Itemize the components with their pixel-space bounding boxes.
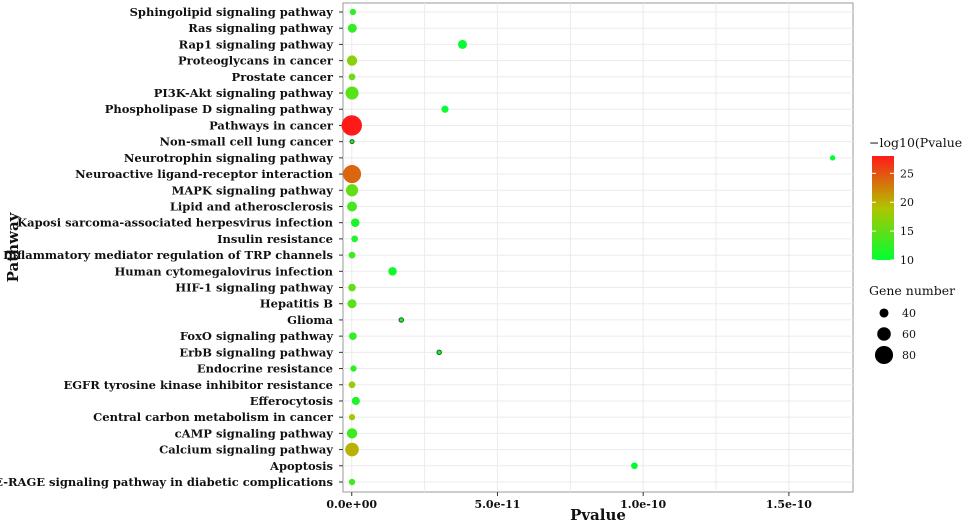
y-tick-label: ErbB signaling pathway [179, 345, 333, 359]
color-tick-label: 20 [900, 196, 914, 209]
data-point [347, 299, 357, 309]
x-axis: 0.0e+00 5.0e-11 1.0e-10 1.5e-10 [326, 492, 812, 511]
y-tick-label: Sphingolipid signaling pathway [130, 5, 334, 19]
y-tick-label: EGFR tyrosine kinase inhibitor resistanc… [63, 378, 333, 392]
data-point [345, 86, 359, 100]
color-legend-title: −log10(Pvalue) [869, 135, 962, 150]
y-tick-label: Efferocytosis [250, 394, 333, 408]
y-tick-label: Human cytomegalovirus infection [114, 264, 333, 278]
y-tick-label: Endocrine resistance [197, 362, 333, 376]
y-tick-label: Lipid and atherosclerosis [170, 199, 333, 213]
y-tick-label: Pathways in cancer [209, 118, 334, 132]
grid-lines [343, 3, 853, 492]
data-point [346, 55, 358, 66]
data-point [342, 165, 362, 184]
size-legend-label: 80 [902, 349, 916, 362]
data-point [398, 317, 405, 323]
data-point [345, 184, 359, 197]
y-tick-label: Central carbon metabolism in cancer [93, 410, 334, 424]
y-tick-label: Neurotrophin signaling pathway [124, 151, 333, 165]
data-point [341, 115, 362, 136]
x-tick-label: 0.0e+00 [326, 498, 377, 511]
x-tick-label: 5.0e-11 [474, 498, 520, 511]
x-tick-label: 1.5e-10 [766, 498, 812, 511]
y-tick-label: Rap1 signaling pathway [179, 37, 334, 51]
color-tick-label: 15 [900, 225, 914, 238]
color-legend: −log10(Pvalue) 10 15 20 25 [869, 135, 962, 267]
color-legend-bar [872, 156, 894, 260]
y-axis-title: Pathway [4, 211, 22, 282]
data-points [341, 8, 836, 486]
data-point [348, 283, 356, 292]
y-tick-label: FoxO signaling pathway [180, 329, 333, 343]
y-tick-label: Non-small cell lung cancer [159, 135, 333, 149]
y-tick-label: PI3K-Akt signaling pathway [154, 86, 334, 100]
size-legend-title: Gene number [869, 283, 955, 298]
color-tick-label: 10 [900, 254, 914, 267]
data-point [631, 462, 638, 470]
y-tick-label: Neuroactive ligand-receptor interaction [75, 167, 333, 181]
y-tick-label: Hepatitis B [260, 297, 334, 311]
y-tick-label: Calcium signaling pathway [159, 443, 333, 457]
y-tick-label: Glioma [287, 313, 333, 327]
data-point [436, 349, 442, 356]
data-point [347, 201, 357, 212]
size-legend-dot [877, 327, 891, 341]
data-point [457, 39, 467, 49]
size-legend-dot [874, 345, 894, 365]
size-legend-dot [879, 308, 889, 318]
data-point [348, 251, 356, 259]
data-point [347, 23, 357, 33]
data-point [351, 396, 360, 406]
data-point [349, 332, 357, 340]
color-legend-ticks: 10 15 20 25 [872, 167, 914, 267]
y-axis-labels: Sphingolipid signaling pathway Ras signal… [0, 5, 343, 489]
data-point [348, 73, 356, 81]
y-tick-label: Ras signaling pathway [188, 21, 333, 35]
size-legend-label: 60 [902, 328, 916, 341]
color-tick-label: 25 [900, 167, 914, 180]
data-point [350, 365, 357, 372]
y-tick-label: Phospholipase D signaling pathway [105, 102, 334, 116]
x-axis-title: Pvalue [570, 506, 626, 524]
data-point [349, 139, 355, 145]
y-tick-label: AGE-RAGE signaling pathway in diabetic c… [0, 475, 333, 489]
y-tick-label: Prostate cancer [232, 70, 334, 84]
y-tick-label: Proteoglycans in cancer [178, 54, 334, 68]
y-tick-label: MAPK signaling pathway [172, 183, 334, 197]
data-point [348, 414, 356, 421]
data-point [351, 235, 359, 243]
y-tick-label: cAMP signaling pathway [175, 426, 334, 440]
data-point [346, 428, 358, 439]
size-legend-items: 40 60 80 [874, 307, 916, 365]
data-point [441, 105, 449, 113]
y-tick-label: Inflammatory mediator regulation of TRP … [3, 248, 333, 262]
y-tick-label: Insulin resistance [217, 232, 333, 246]
data-point [349, 8, 357, 16]
data-point [829, 155, 836, 161]
x-tick-label: 1.0e-10 [620, 498, 666, 511]
data-point [348, 381, 356, 389]
y-tick-label: HIF-1 signaling pathway [175, 281, 333, 295]
data-point [345, 442, 359, 457]
data-point [350, 218, 360, 227]
data-point [348, 478, 356, 486]
plot-panel [342, 2, 854, 493]
data-point [388, 267, 397, 276]
y-tick-label: Kaposi sarcoma-associated herpesvirus in… [17, 216, 333, 230]
y-tick-label: Apoptosis [269, 459, 333, 473]
size-legend-label: 40 [902, 307, 916, 320]
size-legend: Gene number 40 60 80 [869, 283, 955, 365]
